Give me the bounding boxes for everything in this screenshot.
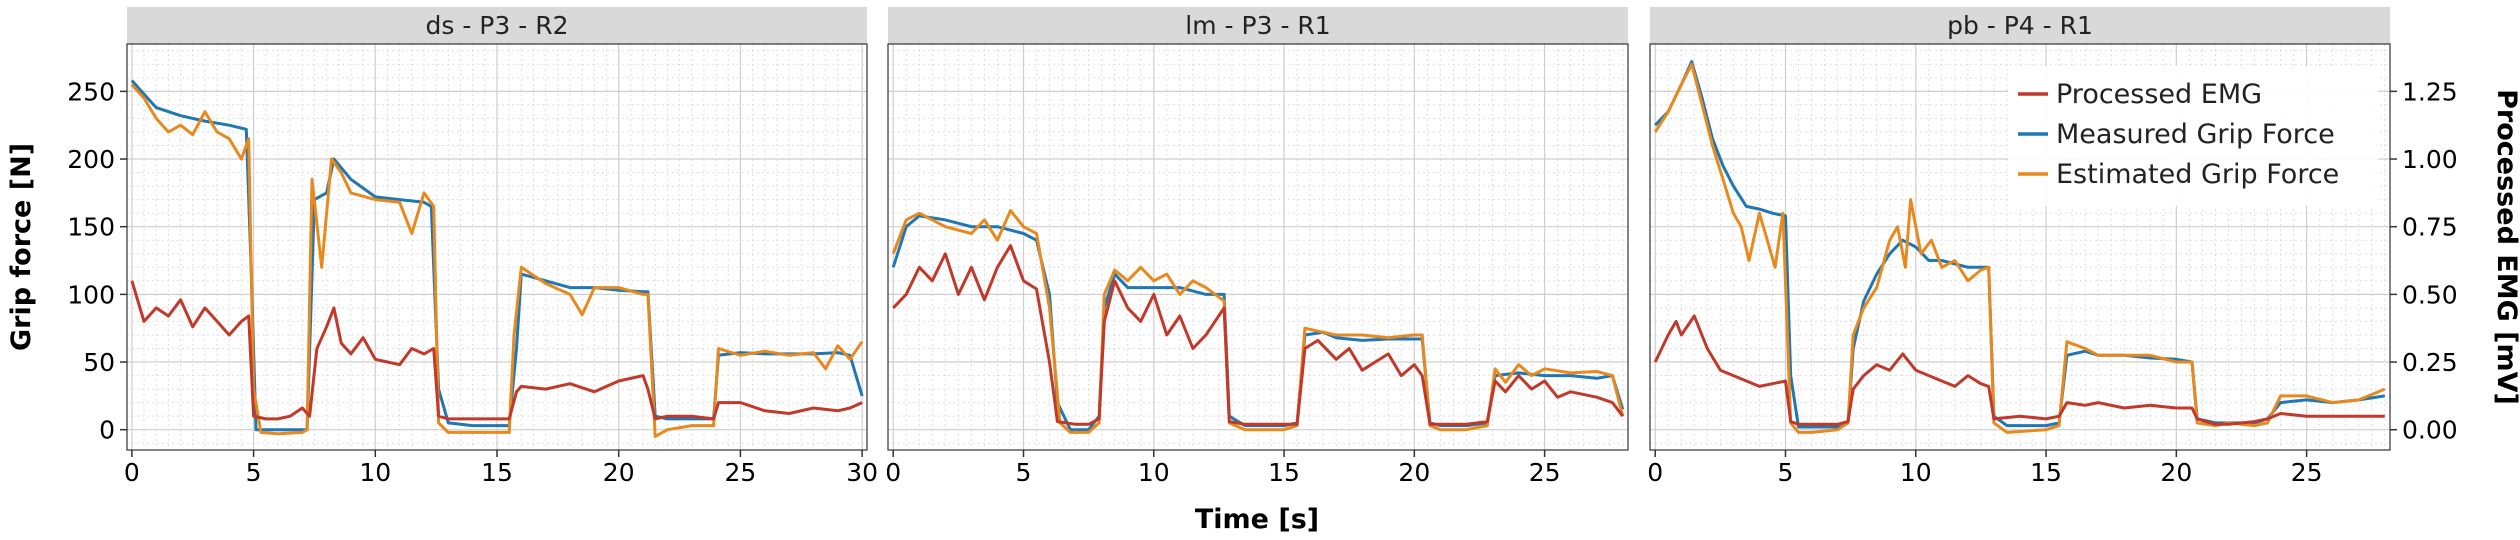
minor-grid (888, 44, 1628, 450)
plot-frame (887, 43, 1629, 451)
y-tick-label: 200 (67, 145, 115, 174)
x-tick-label: 0 (1647, 458, 1663, 487)
x-tick-label: 25 (725, 458, 757, 487)
panel-2: lm - P3 - R1 0 5 10 15 20 25 (885, 7, 1629, 487)
legend-label: Processed EMG (2056, 79, 2262, 110)
y2-tick-label: 1.25 (2402, 77, 2458, 106)
x-tick-label: 10 (1138, 458, 1170, 487)
series-line-estimated-grip-force (891, 209, 1625, 434)
x-axis-label: Time [s] (1195, 504, 1319, 535)
legend: Processed EMG Measured Grip Force Estimate… (2008, 66, 2378, 206)
legend-label: Measured Grip Force (2056, 119, 2335, 150)
legend-label: Estimated Grip Force (2056, 159, 2339, 190)
x-tick-label: 10 (359, 458, 391, 487)
x-tick-label: 15 (1268, 458, 1300, 487)
x-tick-label: 0 (885, 458, 901, 487)
y-tick-label: 150 (67, 213, 115, 242)
panels: ds - P3 - R20 5 10 15 20 25 30050100150200250l… (67, 7, 2458, 487)
y-axis-label-left: Grip force [N] (6, 143, 37, 351)
x-tick-label: 30 (846, 458, 878, 487)
major-grid (127, 44, 867, 450)
panel-strip (1650, 7, 2390, 44)
y2-tick-label: 1.00 (2402, 145, 2458, 174)
y2-tick-label: 0.00 (2402, 416, 2458, 445)
series-line-processed-emg (892, 244, 1624, 426)
series-line-processed-emg (130, 280, 863, 421)
series-line-estimated-grip-force (130, 83, 864, 438)
x-tick-label: 20 (1398, 458, 1430, 487)
y-tick-label: 100 (67, 280, 115, 309)
x-tick-label: 25 (1529, 458, 1561, 487)
panel-title: lm - P3 - R1 (1185, 11, 1330, 40)
series-line-processed-emg (1653, 314, 2385, 426)
panel-title: ds - P3 - R2 (426, 11, 569, 40)
panel-1: ds - P3 - R2 0 5 10 15 20 25 30 0 50 100 150 200 250 (67, 7, 878, 487)
legend-items: Processed EMG Measured Grip Force Estimate… (2018, 79, 2339, 190)
panel-title: pb - P4 - R1 (1947, 11, 2093, 40)
legend-background (2008, 66, 2378, 206)
series-line-estimated-grip-force (1653, 62, 2386, 434)
x-tick-label: 5 (1016, 458, 1032, 487)
x-tick-label: 5 (246, 458, 262, 487)
panel-strip (888, 7, 1628, 44)
x-tick-label: 5 (1778, 458, 1794, 487)
x-tick-label: 15 (481, 458, 513, 487)
x-tick-label: 10 (1900, 458, 1932, 487)
y2-tick-label: 0.75 (2402, 213, 2458, 242)
y-axis-label-right: Processed EMG [mV] (2491, 89, 2520, 405)
y2-tick-label: 0.50 (2402, 280, 2458, 309)
y-tick-label: 50 (83, 348, 115, 377)
y-tick-label: 250 (67, 77, 115, 106)
y-tick-label: 0 (99, 416, 115, 445)
x-tick-label: 15 (2030, 458, 2062, 487)
x-tick-label: 0 (124, 458, 140, 487)
major-grid (888, 44, 1628, 450)
x-tick-label: 20 (2160, 458, 2192, 487)
x-tick-label: 20 (603, 458, 635, 487)
y2-tick-label: 0.25 (2402, 348, 2458, 377)
panel-strip (127, 7, 867, 44)
plot-frame (1649, 43, 2391, 451)
x-tick-label: 25 (2291, 458, 2323, 487)
